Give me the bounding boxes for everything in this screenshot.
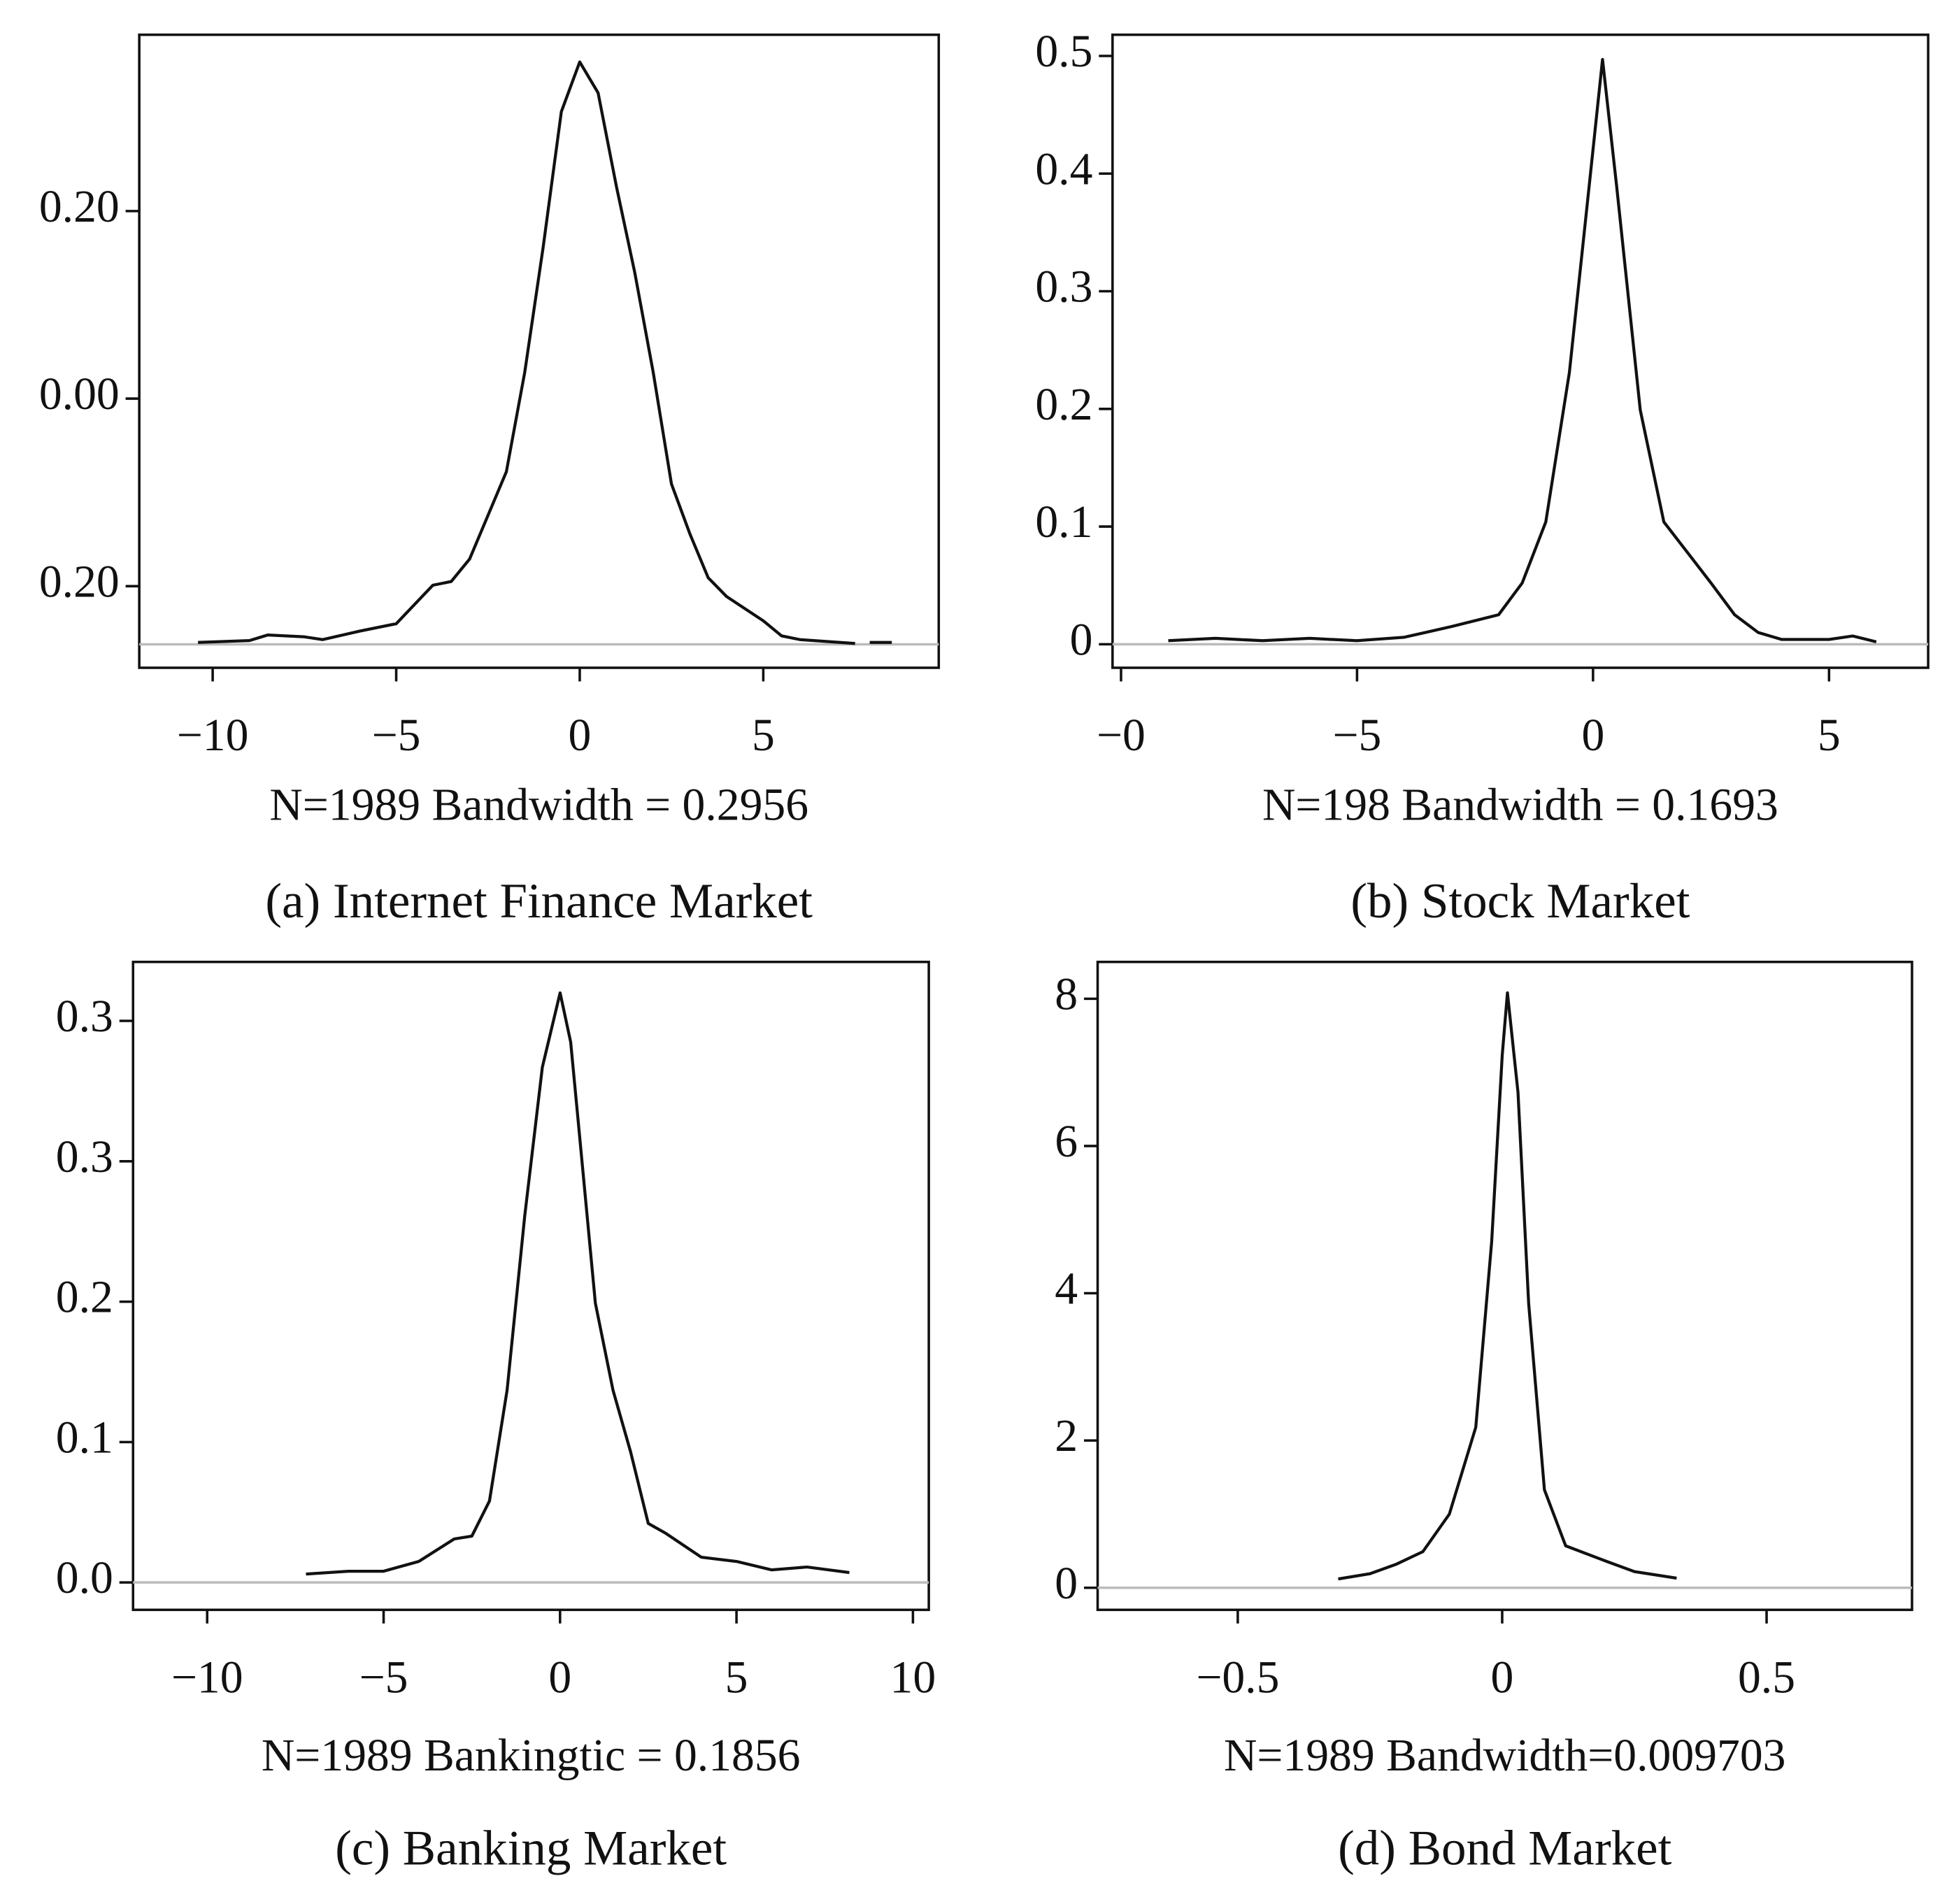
x-tick-label: −10	[177, 710, 249, 761]
plot-frame	[1111, 33, 1930, 669]
y-tick-label: 0.2	[1035, 379, 1092, 430]
density-curve	[1168, 57, 1877, 643]
panel-caption: (a) Internet Finance Market	[265, 874, 813, 929]
panel-caption: (c) Banking Market	[335, 1821, 727, 1876]
x-axis-label: N=1989 Bankingtic = 0.1856	[262, 1730, 801, 1781]
y-tick-label: 0.20	[39, 556, 120, 607]
y-tick-label: 0.1	[1035, 496, 1092, 547]
panel-caption: (d) Bond Market	[1338, 1821, 1671, 1876]
x-tick-label: 10	[890, 1652, 936, 1703]
x-axis-label: N=1989 Bandwidth = 0.2956	[269, 779, 808, 830]
y-tick-label: 4	[1055, 1264, 1078, 1315]
x-tick-label: −10	[171, 1652, 243, 1703]
y-tick-label: 0	[1055, 1558, 1078, 1609]
y-tick-label: 0.3	[56, 991, 113, 1042]
x-tick-label: 5	[725, 1652, 748, 1703]
x-tick-label: 5	[1818, 710, 1841, 761]
x-tick-label: 0	[1581, 710, 1604, 761]
x-axis-label: N=1989 Bandwidth=0.009703	[1224, 1730, 1786, 1781]
plot-frame	[131, 960, 930, 1612]
y-tick-label: 8	[1055, 968, 1078, 1019]
x-tick-label: 0	[1491, 1652, 1514, 1703]
x-tick-label: −5	[1332, 710, 1381, 761]
y-tick-label: 2	[1055, 1410, 1078, 1461]
x-tick-label: 0	[569, 710, 592, 761]
panel-caption: (b) Stock Market	[1350, 874, 1690, 929]
y-tick-label: 6	[1055, 1116, 1078, 1167]
y-tick-label: 0.00	[39, 368, 120, 420]
density-curve	[198, 60, 892, 645]
y-tick-label: 0.4	[1035, 143, 1092, 194]
density-curve	[1338, 991, 1677, 1581]
x-tick-label: −5	[359, 1652, 408, 1703]
y-tick-label: 0.3	[1035, 262, 1092, 313]
density-curve	[306, 991, 850, 1576]
plot-frame	[138, 33, 941, 669]
x-tick-label: −0	[1097, 710, 1146, 761]
y-tick-label: 0.5	[1035, 26, 1092, 77]
y-tick-label: 0	[1070, 614, 1093, 665]
y-tick-label: 0.2	[56, 1272, 113, 1323]
y-tick-label: 0.3	[56, 1131, 113, 1182]
y-tick-label: 0.20	[39, 181, 120, 232]
y-tick-label: 0.1	[56, 1412, 113, 1463]
x-tick-label: 5	[752, 710, 775, 761]
x-tick-label: −0.5	[1196, 1652, 1279, 1703]
x-axis-label: N=198 Bandwidth = 0.1693	[1262, 779, 1778, 830]
y-tick-label: 0.0	[56, 1552, 113, 1603]
x-tick-label: 0	[548, 1652, 571, 1703]
plot-frame	[1096, 960, 1913, 1612]
x-tick-label: −5	[372, 710, 421, 761]
x-tick-label: 0.5	[1738, 1652, 1795, 1703]
